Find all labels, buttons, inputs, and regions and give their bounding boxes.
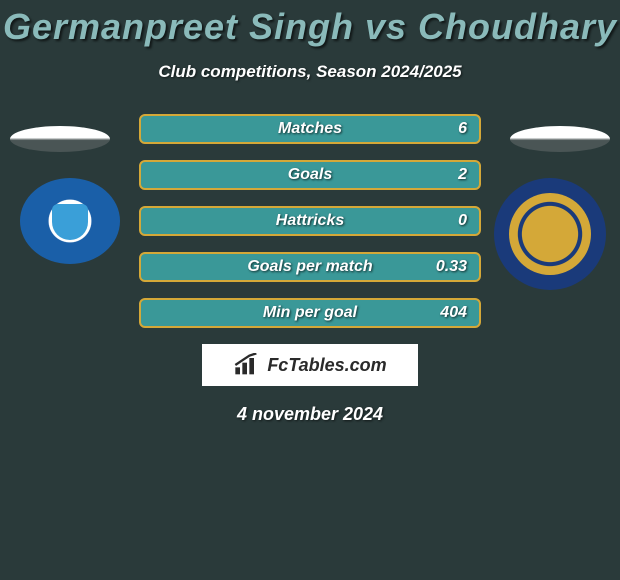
club-logo-right — [494, 178, 606, 290]
branding-badge: FcTables.com — [202, 344, 418, 386]
player-silhouette-left — [10, 126, 110, 152]
page-title: Germanpreet Singh vs Choudhary — [0, 0, 620, 48]
branding-text: FcTables.com — [267, 355, 386, 376]
comparison-infographic: Germanpreet Singh vs Choudhary Club comp… — [0, 0, 620, 580]
stat-row: Goals per match 0.33 — [139, 252, 481, 282]
stat-label: Goals per match — [247, 258, 372, 276]
subtitle: Club competitions, Season 2024/2025 — [0, 62, 620, 82]
date-label: 4 november 2024 — [0, 404, 620, 425]
stat-label: Hattricks — [276, 212, 344, 230]
club-logo-left — [20, 178, 120, 264]
stat-value-right: 6 — [458, 120, 467, 138]
stat-row: Min per goal 404 — [139, 298, 481, 328]
stat-row: Hattricks 0 — [139, 206, 481, 236]
stat-value-right: 0.33 — [436, 258, 467, 276]
stats-panel: Matches 6 Goals 2 Hattricks 0 Goals per match 0… — [139, 114, 481, 328]
stat-label: Min per goal — [263, 304, 357, 322]
player-silhouette-right — [510, 126, 610, 152]
stat-row: Matches 6 — [139, 114, 481, 144]
stat-label: Goals — [288, 166, 332, 184]
stat-row: Goals 2 — [139, 160, 481, 190]
stat-value-right: 0 — [458, 212, 467, 230]
stat-label: Matches — [278, 120, 342, 138]
chart-icon — [233, 353, 261, 377]
stat-value-right: 2 — [458, 166, 467, 184]
stat-value-right: 404 — [440, 304, 467, 322]
